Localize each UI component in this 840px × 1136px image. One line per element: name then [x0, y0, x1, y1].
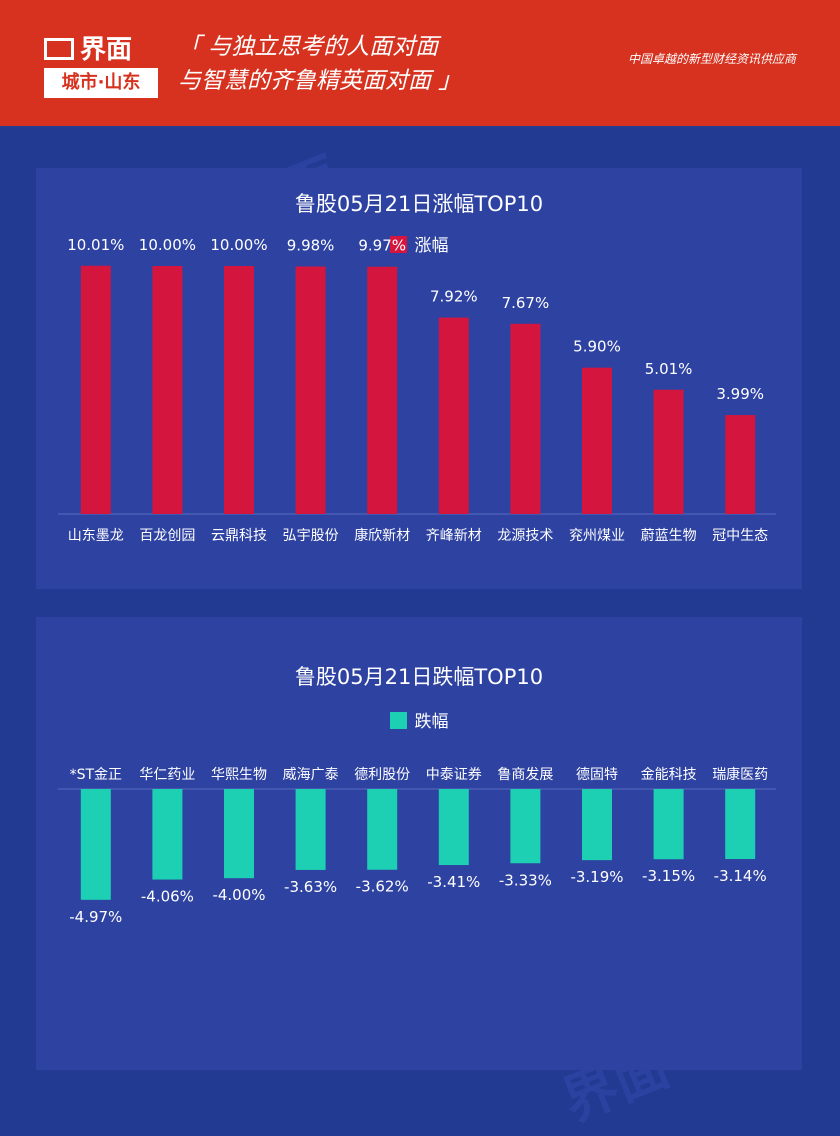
rise-bar [438, 317, 469, 514]
fall-category-label: 金能科技 [641, 767, 697, 783]
fall-chart-plot: -4.97% *ST金正 -4.06% 华仁药业 -4.00% 华熙生物 -3.63% 威海广… [58, 766, 776, 926]
rise-data-label: 10.00% [139, 236, 196, 254]
fall-category-label: 德利股份 [354, 767, 410, 783]
fall-data-label: -4.06% [141, 888, 194, 906]
rise-category-label: 龙源技术 [497, 528, 553, 544]
rise-legend-swatch [389, 236, 407, 253]
fall-bar [224, 789, 254, 879]
rise-chart-panel: 鲁股05月21日涨幅TOP10 涨幅 10.01% 山东墨龙 10.00% 百龙创园 1… [36, 168, 802, 589]
logo-main: 界面 [44, 34, 158, 66]
slogan-line1: 「 与独立思考的人面对面 [178, 34, 439, 60]
logo-mark-icon [44, 37, 74, 60]
logo-sub: 城市·山东 [44, 68, 158, 98]
rise-data-label: 7.67% [502, 294, 550, 312]
fall-bar [725, 789, 756, 860]
fall-data-label: -3.62% [356, 878, 409, 896]
rise-data-label: 5.90% [573, 338, 621, 356]
rise-bar [725, 415, 756, 514]
fall-category-label: 华仁药业 [139, 767, 195, 783]
rise-category-label: 兖州煤业 [569, 528, 625, 544]
fall-bar [582, 789, 612, 861]
rise-bar [367, 266, 398, 514]
rise-bar [80, 265, 111, 514]
fall-legend-swatch [389, 712, 407, 729]
rise-bar [295, 266, 326, 514]
fall-data-label: -4.00% [212, 886, 265, 904]
fall-category-label: *ST金正 [70, 767, 122, 783]
rise-bar [152, 266, 183, 514]
fall-bar [295, 789, 326, 870]
fall-data-label: -3.63% [284, 878, 337, 896]
fall-bar [438, 789, 469, 866]
rise-data-label: 10.00% [210, 236, 267, 254]
slogan-line2: 与智慧的齐鲁精英面对面 」 [178, 68, 462, 94]
fall-data-label: -4.97% [69, 908, 122, 926]
fall-data-label: -3.33% [499, 871, 552, 889]
rise-category-label: 云鼎科技 [211, 528, 267, 544]
fall-data-label: -3.41% [427, 873, 480, 891]
rise-chart-title: 鲁股05月21日涨幅TOP10 [294, 192, 544, 216]
rise-data-label: 10.01% [67, 236, 124, 254]
rise-legend-label: 涨幅 [414, 236, 449, 256]
fall-bar [367, 789, 398, 870]
fall-category-label: 德固特 [576, 767, 618, 783]
rise-bar [653, 389, 684, 514]
jiemian-logo[interactable]: 界面 城市·山东 [44, 34, 158, 98]
rise-category-label: 百龙创园 [139, 528, 195, 544]
fall-data-label: -3.14% [714, 867, 767, 885]
rise-bar [224, 266, 254, 514]
rise-data-label: 9.97% [358, 237, 406, 255]
fall-category-label: 中泰证券 [426, 767, 482, 783]
rise-data-label: 3.99% [716, 385, 764, 403]
tagline: 中国卓越的新型财经资讯供应商 [627, 52, 796, 66]
rise-data-label: 5.01% [645, 360, 693, 378]
fall-legend-label: 跌幅 [414, 712, 449, 732]
rise-bar [510, 323, 541, 514]
fall-category-label: 华熙生物 [211, 767, 267, 783]
header-banner: 界面 城市·山东 「 与独立思考的人面对面 与智慧的齐鲁精英面对面 」 中国卓越… [0, 0, 840, 126]
rise-category-label: 弘宇股份 [283, 528, 339, 544]
fall-chart-title: 鲁股05月21日跌幅TOP10 [294, 665, 544, 689]
logo-main-text: 界面 [80, 35, 133, 65]
fall-chart-panel: 鲁股05月21日跌幅TOP10 跌幅 -4.97% *ST金正 -4.06% 华仁药业… [36, 617, 802, 1070]
fall-data-label: -3.19% [570, 868, 623, 886]
fall-category-label: 鲁商发展 [497, 767, 553, 783]
fall-category-label: 瑞康医药 [712, 766, 768, 783]
rise-category-label: 蔚蓝生物 [641, 528, 697, 544]
rise-category-label: 山东墨龙 [68, 528, 124, 544]
rise-category-label: 齐峰新材 [426, 528, 482, 544]
rise-category-label: 康欣新材 [354, 527, 410, 544]
rise-bar [582, 367, 612, 514]
fall-category-label: 威海广泰 [283, 767, 339, 783]
rise-chart-legend: 涨幅 [36, 231, 802, 256]
fall-chart-legend: 跌幅 [36, 707, 802, 732]
fall-bar [510, 789, 541, 864]
fall-bar [152, 789, 183, 880]
rise-chart-plot: 10.01% 山东墨龙 10.00% 百龙创园 10.00% 云鼎科技 9.98% 弘宇股份 9… [58, 236, 776, 544]
rise-category-label: 冠中生态 [712, 528, 768, 544]
rise-data-label: 9.98% [287, 236, 335, 254]
fall-bar [653, 789, 684, 860]
fall-data-label: -3.15% [642, 867, 695, 885]
fall-bar [80, 789, 111, 900]
rise-data-label: 7.92% [430, 288, 478, 306]
